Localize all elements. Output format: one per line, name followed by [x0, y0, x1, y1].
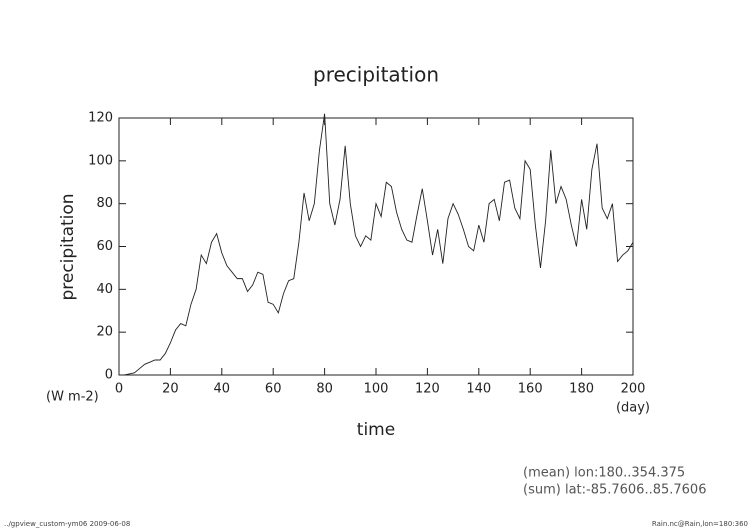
- x-tick-label: 60: [265, 382, 282, 397]
- y-unit: (W m-2): [46, 390, 99, 405]
- x-tick-label: 100: [364, 382, 389, 397]
- x-tick-label: 200: [621, 382, 646, 397]
- x-unit: (day): [616, 401, 650, 416]
- y-tick-label: 100: [88, 153, 113, 168]
- y-tick-label: 0: [105, 368, 113, 383]
- y-tick-label: 20: [96, 325, 113, 340]
- y-tick-label: 60: [96, 239, 113, 254]
- y-tick-label: 40: [96, 282, 113, 297]
- annotation: (sum) lat:-85.7606..85.7606: [523, 483, 706, 498]
- x-tick-label: 120: [415, 382, 440, 397]
- plot-frame: [118, 117, 634, 376]
- y-axis-label: precipitation: [58, 193, 78, 300]
- y-tick-label: 80: [96, 196, 113, 211]
- footer: ../gpview_custom-ym06 2009-06-08: [4, 520, 130, 528]
- data-line: [119, 113, 634, 376]
- annotation: (mean) lon:180..354.375: [523, 466, 685, 481]
- x-tick-label: 160: [518, 382, 543, 397]
- x-tick-label: 20: [162, 382, 179, 397]
- y-tick-label: 120: [88, 111, 113, 126]
- x-tick-label: 40: [214, 382, 231, 397]
- x-tick-label: 140: [466, 382, 491, 397]
- x-axis-label: time: [357, 420, 395, 440]
- footer: Rain.nc@Rain,lon=180:360: [652, 520, 748, 528]
- x-tick-label: 180: [569, 382, 594, 397]
- chart-title: precipitation: [313, 63, 439, 87]
- x-tick-label: 80: [316, 382, 333, 397]
- x-tick-label: 0: [115, 382, 123, 397]
